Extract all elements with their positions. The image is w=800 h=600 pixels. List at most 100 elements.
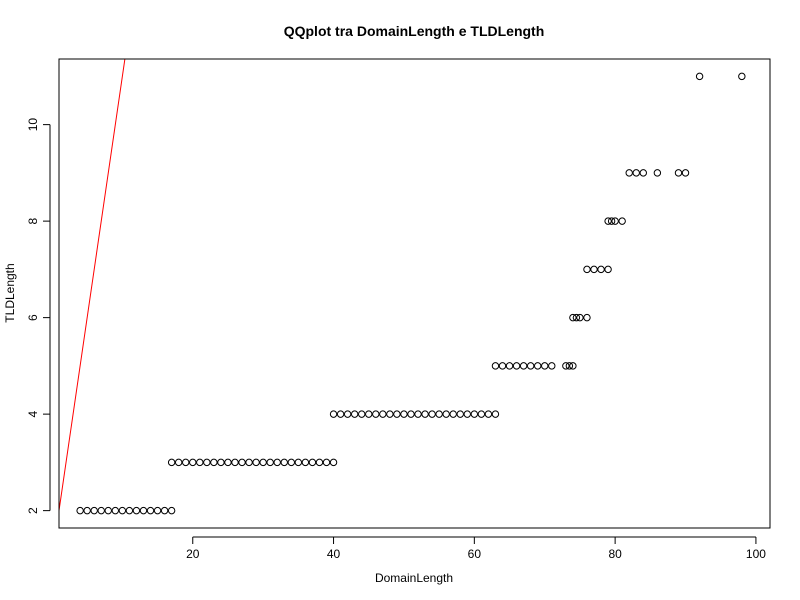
data-point: [90, 506, 98, 515]
data-point: [132, 506, 141, 515]
data-point: [569, 362, 577, 370]
data-point: [456, 410, 464, 418]
data-point: [386, 410, 394, 418]
data-point: [428, 410, 436, 418]
data-point: [245, 458, 253, 467]
y-tick-label: 10: [26, 118, 40, 132]
data-point: [259, 458, 267, 467]
data-point: [639, 169, 647, 177]
data-point: [104, 506, 112, 515]
data-point: [541, 362, 549, 370]
data-point: [442, 410, 450, 418]
data-point: [196, 458, 204, 467]
data-point: [118, 506, 127, 515]
data-point: [252, 458, 260, 467]
x-tick-label: 40: [327, 547, 341, 561]
x-tick-label: 100: [746, 547, 766, 561]
data-point: [153, 506, 162, 515]
data-point: [421, 410, 429, 418]
data-point: [695, 72, 704, 81]
data-point: [533, 362, 542, 370]
data-point: [519, 362, 528, 370]
data-point: [491, 410, 500, 418]
data-point: [653, 169, 662, 177]
data-point: [329, 410, 338, 418]
data-point: [97, 506, 105, 515]
x-axis: 20 40 60 80 100: [186, 536, 766, 561]
data-point: [611, 217, 619, 225]
x-tick-label: 80: [608, 547, 622, 561]
data-point: [217, 458, 225, 467]
data-point: [266, 458, 274, 467]
data-point: [125, 506, 134, 515]
data-point: [407, 410, 415, 418]
data-point: [477, 410, 486, 418]
data-point: [146, 506, 155, 515]
data-point: [238, 458, 246, 467]
data-point: [231, 458, 239, 467]
data-point: [607, 217, 616, 225]
data-point: [548, 362, 556, 370]
data-point: [273, 458, 281, 467]
data-points: [76, 72, 746, 515]
x-tick-label: 20: [186, 547, 200, 561]
data-point: [463, 410, 471, 418]
y-tick-label: 6: [26, 314, 40, 321]
data-point: [372, 410, 380, 418]
data-point: [569, 313, 577, 322]
plot-frame: [58, 58, 771, 529]
data-point: [182, 458, 190, 467]
data-point: [210, 458, 218, 467]
data-point: [572, 313, 581, 322]
data-point: [167, 458, 176, 467]
data-point: [604, 265, 612, 274]
y-tick-label: 2: [26, 507, 40, 514]
data-point: [491, 362, 500, 370]
data-point: [160, 506, 169, 515]
chart-title: QQplot tra DomainLength e TLDLength: [284, 23, 545, 39]
data-point: [111, 506, 120, 515]
data-point: [414, 410, 422, 418]
y-axis-label: TLDLength: [3, 263, 17, 322]
data-point: [139, 506, 148, 515]
data-point: [203, 458, 211, 467]
data-point: [526, 362, 535, 370]
data-point: [294, 458, 303, 467]
data-point: [565, 362, 574, 370]
data-point: [470, 410, 479, 418]
data-point: [632, 169, 640, 177]
data-point: [83, 506, 91, 515]
data-point: [505, 362, 514, 370]
data-point: [484, 410, 493, 418]
plot-area: [58, 58, 771, 529]
data-point: [576, 313, 584, 322]
data-point: [681, 169, 690, 177]
data-point: [343, 410, 352, 418]
data-point: [590, 265, 598, 274]
data-point: [674, 169, 683, 177]
data-point: [625, 169, 633, 177]
data-point: [393, 410, 401, 418]
data-point: [604, 217, 612, 225]
data-point: [189, 458, 197, 467]
reference-line: [59, 59, 126, 511]
data-point: [287, 458, 296, 467]
data-point: [280, 458, 288, 467]
data-point: [562, 362, 570, 370]
y-tick-label: 4: [26, 410, 40, 417]
x-tick-label: 60: [468, 547, 482, 561]
data-point: [322, 458, 331, 467]
data-point: [301, 458, 310, 467]
data-point: [379, 410, 387, 418]
y-axis: 2 4 6 8 10: [26, 118, 51, 514]
data-point: [336, 410, 345, 418]
data-point: [498, 362, 507, 370]
data-point: [174, 458, 183, 467]
data-point: [365, 410, 373, 418]
data-point: [435, 410, 443, 418]
data-point: [350, 410, 359, 418]
data-point: [583, 265, 591, 274]
data-point: [738, 72, 746, 81]
data-point: [308, 458, 317, 467]
